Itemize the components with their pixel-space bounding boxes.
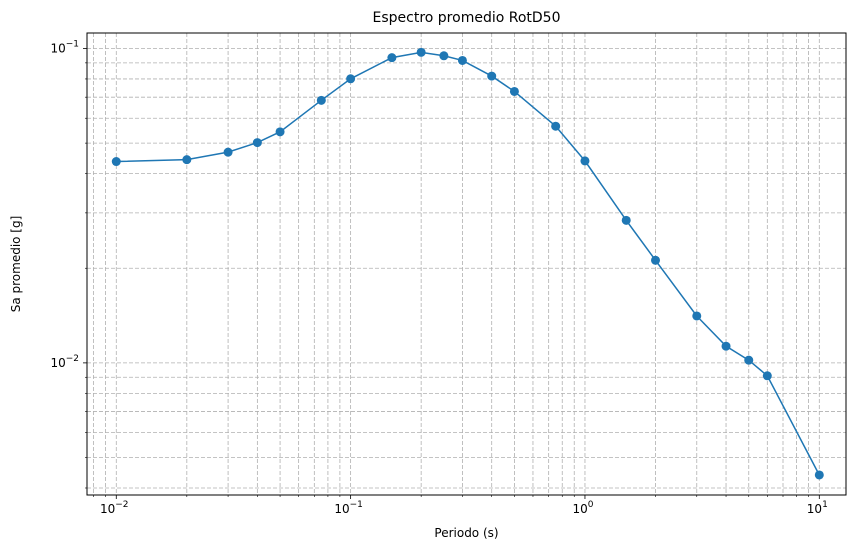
data-point [439, 51, 449, 61]
marker-layer [111, 47, 824, 480]
grid-layer [87, 33, 846, 495]
data-point [721, 341, 731, 351]
data-point [744, 355, 754, 365]
y-tick-label: 10−1 [50, 39, 79, 55]
tick-label-layer: 10−2 10−1 100 101 10−2 10−1 [50, 39, 827, 516]
data-point [111, 157, 121, 167]
y-tick-label: 10−2 [50, 354, 79, 370]
chart-title: Espectro promedio RotD50 [373, 10, 561, 26]
data-point [762, 371, 772, 381]
data-point [814, 470, 824, 480]
x-axis-label: Periodo (s) [434, 526, 498, 540]
data-point [551, 121, 561, 131]
data-point [509, 86, 519, 96]
data-point [275, 127, 285, 137]
data-point [416, 47, 426, 57]
data-point [252, 138, 262, 148]
data-point [692, 311, 702, 321]
plot-frame [86, 32, 847, 496]
y-axis-label: Sa promedio [g] [9, 216, 23, 313]
data-point [346, 74, 356, 84]
x-tick-label: 101 [807, 500, 828, 516]
x-tick-label: 10−1 [334, 500, 363, 516]
data-point [651, 255, 661, 265]
data-point [387, 53, 397, 63]
x-tick-label: 10−2 [100, 500, 129, 516]
data-point [223, 147, 233, 157]
data-point [182, 155, 192, 165]
x-tick-label: 100 [572, 500, 593, 516]
data-point [316, 95, 326, 105]
data-point [621, 215, 631, 225]
data-point [487, 71, 497, 81]
series-layer [116, 51, 820, 476]
tick-layer [83, 48, 820, 499]
data-point [457, 55, 467, 65]
data-point [580, 156, 590, 166]
series-line [116, 51, 820, 476]
